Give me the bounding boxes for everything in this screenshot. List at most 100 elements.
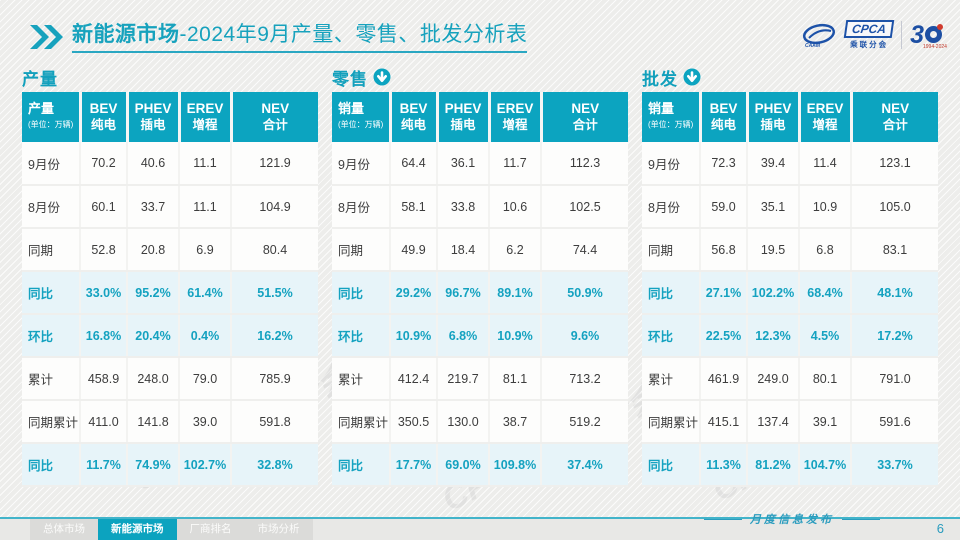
data-cell: 458.9 <box>80 357 128 401</box>
row-label: 同期 <box>22 228 81 272</box>
anniversary-number: 3 <box>910 20 924 49</box>
data-cell: 0.4% <box>179 314 232 358</box>
data-cell: 50.9% <box>541 271 628 315</box>
column-header-bev: BEV 纯电 <box>700 92 749 142</box>
wholesale-header-row: 销量 (单位：万辆) BEV 纯电 PHEV 插电 EREV 增程 NEV 合计 <box>642 92 938 142</box>
table-row: 同期 52.8 20.8 6.9 80.4 <box>22 228 318 272</box>
wholesale-section-title: 批发 <box>642 69 678 89</box>
data-cell: 40.6 <box>127 142 180 186</box>
data-cell: 6.8 <box>799 228 852 272</box>
data-cell: 121.9 <box>231 142 318 186</box>
row-label: 同比 <box>22 271 81 315</box>
circle-down-arrow-icon <box>683 68 701 86</box>
column-header-cn: 合计 <box>262 118 288 132</box>
data-cell: 60.1 <box>80 185 128 229</box>
retail-corner-header: 销量 (单位：万辆) <box>332 92 392 142</box>
tables-row: 产量 产量 (单位：万辆) BEV 纯电 PHEV 插电 EREV 增程 NEV 合计 9月份 70.2… <box>22 64 938 487</box>
row-label: 同比 <box>332 443 391 487</box>
data-cell: 10.9% <box>390 314 438 358</box>
footer-divider-line <box>0 517 960 519</box>
publish-label: 月度信息发布 <box>750 514 834 526</box>
data-cell: 350.5 <box>390 400 438 444</box>
row-label: 同期累计 <box>22 400 81 444</box>
column-header-cn: 插电 <box>450 118 476 132</box>
column-header-cn: 插电 <box>140 118 166 132</box>
data-cell: 17.2% <box>851 314 938 358</box>
data-cell: 412.4 <box>390 357 438 401</box>
table-row: 同比 11.7% 74.9% 102.7% 32.8% <box>22 443 318 487</box>
table-row: 同期累计 350.5 130.0 38.7 519.2 <box>332 400 628 444</box>
table-row: 同比 11.3% 81.2% 104.7% 33.7% <box>642 443 938 487</box>
data-cell: 713.2 <box>541 357 628 401</box>
data-cell: 591.6 <box>851 400 938 444</box>
cpca-emblem-icon: CAAM <box>803 23 836 48</box>
production-table-section: 产量 产量 (单位：万辆) BEV 纯电 PHEV 插电 EREV 增程 NEV 合计 9月份 70.2… <box>22 64 318 487</box>
data-cell: 48.1% <box>851 271 938 315</box>
retail-header-row: 销量 (单位：万辆) BEV 纯电 PHEV 插电 EREV 增程 NEV 合计 <box>332 92 628 142</box>
data-cell: 37.4% <box>541 443 628 487</box>
data-cell: 39.4 <box>747 142 800 186</box>
data-cell: 64.4 <box>390 142 438 186</box>
column-header-bev: BEV 纯电 <box>390 92 439 142</box>
row-label: 8月份 <box>22 185 81 229</box>
data-cell: 130.0 <box>437 400 490 444</box>
data-cell: 4.5% <box>799 314 852 358</box>
data-cell: 69.0% <box>437 443 490 487</box>
row-label: 同期累计 <box>642 400 701 444</box>
footer-tab-厂商排名[interactable]: 厂商排名 <box>176 519 245 540</box>
footer-tab-总体市场[interactable]: 总体市场 <box>30 519 98 540</box>
data-cell: 9.6% <box>541 314 628 358</box>
data-cell: 137.4 <box>747 400 800 444</box>
column-header-cn: 纯电 <box>400 118 426 132</box>
publish-dash-left <box>704 518 742 520</box>
data-cell: 58.1 <box>390 185 438 229</box>
footer-tab-市场分析[interactable]: 市场分析 <box>244 519 313 540</box>
unit-note: (单位：万辆) <box>338 120 384 129</box>
column-header-erev: EREV 增程 <box>489 92 543 142</box>
circle-down-arrow-icon <box>373 68 391 86</box>
data-cell: 411.0 <box>80 400 128 444</box>
data-cell: 39.1 <box>799 400 852 444</box>
data-cell: 104.9 <box>231 185 318 229</box>
cpca-logo-text: CPCA <box>843 20 895 38</box>
table-row: 9月份 70.2 40.6 11.1 121.9 <box>22 142 318 186</box>
table-row: 同期累计 411.0 141.8 39.0 591.8 <box>22 400 318 444</box>
row-label: 累计 <box>332 357 391 401</box>
publish-dash-right <box>842 518 880 520</box>
data-cell: 102.5 <box>541 185 628 229</box>
data-cell: 89.1% <box>489 271 542 315</box>
data-cell: 83.1 <box>851 228 938 272</box>
row-label: 环比 <box>22 314 81 358</box>
wholesale-data-table: 销量 (单位：万辆) BEV 纯电 PHEV 插电 EREV 增程 NEV 合计 9月份 72.3 39… <box>642 92 938 487</box>
row-label: 累计 <box>22 357 81 401</box>
data-cell: 72.3 <box>700 142 748 186</box>
data-cell: 11.3% <box>700 443 748 487</box>
data-cell: 39.0 <box>179 400 232 444</box>
data-cell: 6.2 <box>489 228 542 272</box>
data-cell: 61.4% <box>179 271 232 315</box>
data-cell: 95.2% <box>127 271 180 315</box>
row-label: 环比 <box>332 314 391 358</box>
data-cell: 18.4 <box>437 228 490 272</box>
data-cell: 112.3 <box>541 142 628 186</box>
table-row: 累计 412.4 219.7 81.1 713.2 <box>332 357 628 401</box>
data-cell: 248.0 <box>127 357 180 401</box>
data-cell: 35.1 <box>747 185 800 229</box>
row-label: 累计 <box>642 357 701 401</box>
data-cell: 785.9 <box>231 357 318 401</box>
row-label: 环比 <box>642 314 701 358</box>
data-cell: 36.1 <box>437 142 490 186</box>
page-title-rest: -2024年9月产量、零售、批发分析表 <box>179 23 528 46</box>
row-label: 8月份 <box>332 185 391 229</box>
double-chevron-icon <box>30 25 63 49</box>
table-row: 9月份 72.3 39.4 11.4 123.1 <box>642 142 938 186</box>
row-label: 同期 <box>332 228 391 272</box>
data-cell: 51.5% <box>231 271 318 315</box>
footer-tab-新能源市场[interactable]: 新能源市场 <box>98 519 177 540</box>
data-cell: 70.2 <box>80 142 128 186</box>
data-cell: 102.2% <box>747 271 800 315</box>
unit-note: (单位：万辆) <box>648 120 694 129</box>
data-cell: 74.4 <box>541 228 628 272</box>
column-header-erev: EREV 增程 <box>799 92 853 142</box>
wholesale-section-header: 批发 <box>642 64 938 90</box>
